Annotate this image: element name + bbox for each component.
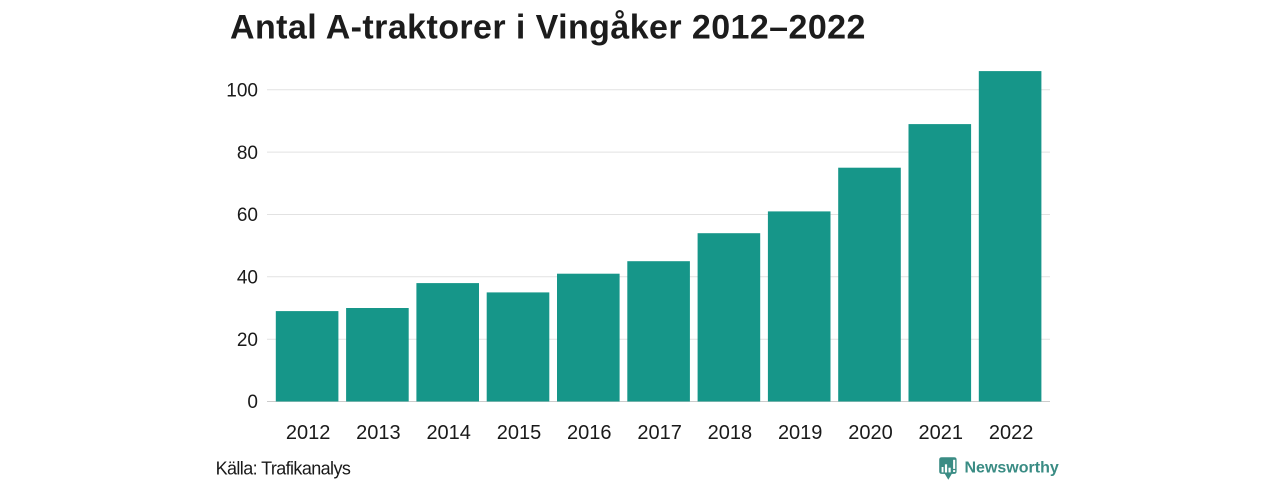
svg-text:2016: 2016 xyxy=(567,422,612,444)
svg-text:20: 20 xyxy=(237,330,258,351)
svg-text:Antal A-traktorer i Vingåker 2: Antal A-traktorer i Vingåker 2012–2022 xyxy=(230,9,866,47)
svg-text:Källa: Trafikanalys: Källa: Trafikanalys xyxy=(216,458,351,478)
svg-text:2014: 2014 xyxy=(426,422,471,444)
svg-text:60: 60 xyxy=(237,205,258,226)
svg-text:40: 40 xyxy=(237,268,258,289)
svg-text:2015: 2015 xyxy=(497,422,542,444)
svg-text:2021: 2021 xyxy=(919,422,964,444)
svg-text:2012: 2012 xyxy=(286,422,331,444)
svg-text:80: 80 xyxy=(237,143,258,164)
svg-text:2019: 2019 xyxy=(778,422,823,444)
svg-text:100: 100 xyxy=(226,81,258,102)
svg-text:2018: 2018 xyxy=(708,422,753,444)
svg-text:2013: 2013 xyxy=(356,422,401,444)
svg-text:2022: 2022 xyxy=(989,422,1034,444)
svg-text:Newsworthy: Newsworthy xyxy=(965,460,1059,477)
svg-text:2017: 2017 xyxy=(637,422,682,444)
svg-text:0: 0 xyxy=(247,392,258,413)
svg-text:2020: 2020 xyxy=(848,422,893,444)
